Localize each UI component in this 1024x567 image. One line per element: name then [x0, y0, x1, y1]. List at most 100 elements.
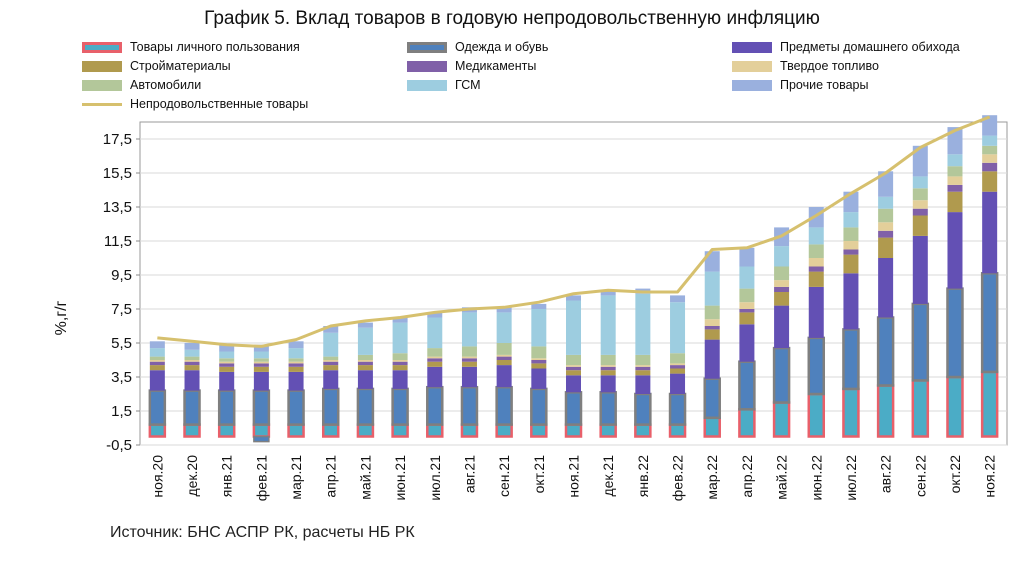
- bar-segment: [772, 401, 791, 438]
- bar-segment: [184, 356, 200, 360]
- legend: Товары личного пользования Одежда и обув…: [82, 38, 1012, 114]
- bar-segment: [772, 346, 791, 404]
- bar-segment: [427, 356, 443, 359]
- bar-segment: [531, 346, 547, 359]
- x-tick-label: апр.22: [739, 455, 755, 498]
- bar-segment: [496, 360, 512, 366]
- line-nonfood-goods: [157, 115, 991, 348]
- bar-segment: [843, 249, 859, 255]
- bar-segment: [808, 266, 824, 272]
- bar-segment: [842, 387, 860, 438]
- bar-segment: [357, 361, 373, 366]
- x-tick-label: фев.21: [253, 455, 269, 501]
- bar-segment: [912, 188, 928, 201]
- bar-segment: [392, 353, 408, 360]
- bar-segment: [564, 391, 583, 426]
- x-tick-label: дек.20: [184, 455, 200, 497]
- bar-segment: [946, 287, 964, 379]
- bar-segment: [219, 366, 235, 372]
- bar-segment: [843, 241, 859, 250]
- bar-segment: [704, 326, 720, 330]
- legend-item-household: Предметы домашнего обихода: [732, 38, 960, 56]
- bar-segment: [635, 366, 651, 371]
- bar-segment: [323, 326, 339, 333]
- chart-title: График 5. Вклад товаров в годовую непрод…: [204, 8, 820, 29]
- bar-segment: [427, 348, 443, 357]
- bar-segment: [599, 423, 617, 438]
- legend-label: Одежда и обувь: [455, 40, 549, 54]
- bar-segment: [356, 387, 375, 426]
- bar-segment: [774, 286, 790, 292]
- bar-segment: [878, 258, 894, 318]
- bar-segment: [947, 154, 963, 167]
- bar-segment: [600, 375, 616, 393]
- bar-segment: [739, 312, 755, 325]
- bar-segment: [253, 351, 269, 359]
- y-tick-label: 15,5: [103, 165, 132, 182]
- x-tick-label: июл.21: [427, 455, 443, 501]
- bar-segment: [253, 358, 269, 362]
- bar-segment: [357, 370, 373, 389]
- bar-segment: [184, 349, 200, 357]
- bar-segment: [427, 317, 443, 349]
- bar-segment: [774, 280, 790, 287]
- bar-segment: [426, 385, 444, 426]
- legend-item-solid-fuel: Твердое топливо: [732, 57, 879, 75]
- bar-segment: [982, 135, 998, 146]
- bar-segment: [321, 387, 340, 426]
- bar-segment: [670, 353, 686, 364]
- bar-segment: [670, 363, 686, 366]
- bar-segment: [946, 375, 964, 438]
- bar-segment: [252, 389, 271, 426]
- bar-segment: [357, 354, 373, 360]
- legend-swatch: [407, 60, 447, 72]
- bar-segment: [392, 322, 408, 354]
- x-tick-label: ноя.20: [149, 455, 165, 498]
- bar-segment: [323, 356, 339, 360]
- legend-label: Предметы домашнего обихода: [780, 40, 960, 54]
- bar-segment: [912, 208, 928, 216]
- x-tick-label: мар.22: [704, 455, 720, 500]
- bar-segment: [670, 373, 686, 394]
- bar-segment: [391, 387, 409, 426]
- bar-segment: [149, 370, 165, 391]
- bar-segment: [808, 227, 824, 245]
- bar-segment: [149, 348, 165, 357]
- bar-segment: [947, 176, 963, 185]
- bar-segment: [252, 423, 271, 438]
- bar-segment: [566, 370, 581, 376]
- bar-segment: [808, 244, 824, 258]
- x-tick-label: май.21: [357, 455, 373, 500]
- legend-label: Стройматериалы: [130, 59, 231, 73]
- bar-segment: [288, 348, 304, 359]
- bar-segment: [427, 358, 443, 362]
- y-tick-label: 9,5: [111, 267, 132, 284]
- x-tick-label: июн.21: [392, 455, 408, 501]
- bar-segment: [600, 370, 616, 376]
- bar-segment: [635, 293, 651, 355]
- bar-segment: [566, 375, 581, 393]
- bar-segment: [739, 324, 755, 362]
- bar-segment: [184, 370, 200, 391]
- bar-segment: [287, 423, 305, 438]
- bar-segment: [635, 375, 651, 394]
- bar-segment: [911, 302, 930, 382]
- bar-segment: [980, 272, 999, 374]
- bar-segment: [912, 200, 928, 209]
- bar-segment: [288, 341, 304, 349]
- bar-segment: [496, 356, 512, 360]
- bar-segment: [739, 302, 755, 309]
- bar-segment: [599, 391, 617, 426]
- legend-label: Медикаменты: [455, 59, 537, 73]
- bar-segment: [323, 370, 339, 389]
- bar-segment: [704, 305, 720, 320]
- bar-segment: [219, 363, 235, 367]
- bar-segment-negative: [253, 435, 270, 443]
- legend-label: Автомобили: [130, 78, 202, 92]
- bar-segment: [184, 360, 200, 362]
- y-tick-label: -0,5: [106, 437, 132, 454]
- legend-label: Непродовольственные товары: [130, 97, 309, 111]
- x-tick-label: ноя.21: [566, 455, 582, 498]
- bar-segment: [704, 271, 720, 306]
- bar-segment: [600, 295, 616, 355]
